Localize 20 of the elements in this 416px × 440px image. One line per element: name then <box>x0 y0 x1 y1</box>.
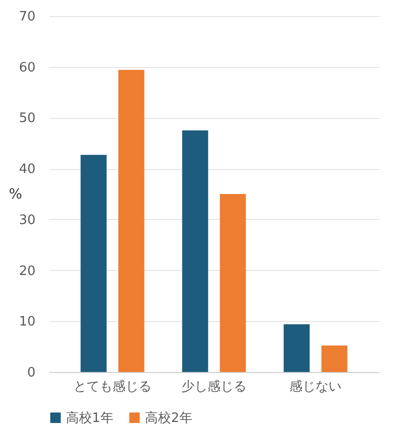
legend-label: 高校2年 <box>145 410 192 426</box>
y-tick-label: 40 <box>18 162 36 178</box>
y-axis-title: % <box>8 186 22 202</box>
x-tick-label: 感じない <box>290 380 342 394</box>
legend-label: 高校1年 <box>66 410 114 426</box>
bar <box>284 324 310 372</box>
y-tick-label: 50 <box>18 111 36 126</box>
y-tick-label: 60 <box>18 60 36 76</box>
x-tick-label: とても感じる <box>73 380 152 394</box>
y-tick-label: 70 <box>18 10 36 24</box>
y-tick-label: 30 <box>18 212 36 228</box>
bar <box>182 130 208 372</box>
bar <box>321 346 348 372</box>
x-tick-label: 少し感じる <box>182 380 246 394</box>
bar <box>220 194 246 372</box>
y-tick-label: 0 <box>27 366 36 380</box>
bar <box>80 154 107 372</box>
y-tick-label: 20 <box>18 264 36 279</box>
y-tick-label: 10 <box>18 314 36 330</box>
bar <box>118 70 144 372</box>
